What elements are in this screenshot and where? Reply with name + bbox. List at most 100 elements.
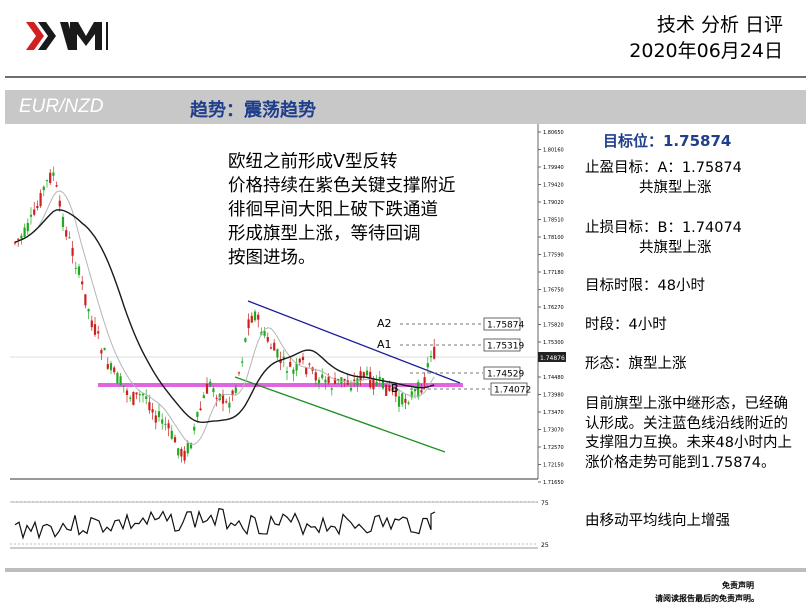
price-tick: 1.79940: [543, 165, 564, 171]
candle-body: [68, 237, 71, 239]
candle-body: [337, 378, 340, 381]
candle-body: [385, 384, 388, 396]
disclaimer-text: 请阅读报告最后的免责声明。: [655, 594, 759, 603]
candle-body: [61, 216, 65, 227]
price-tick: 1.71650: [543, 480, 564, 486]
candle-body: [410, 391, 413, 398]
annotation-line: 徘徊早间大阳上破下跌通道: [228, 200, 438, 220]
candle-body: [196, 412, 199, 417]
candle-body: [183, 450, 186, 461]
candle-body: [170, 430, 173, 439]
moving-average-fast: [14, 190, 435, 445]
candle-body: [253, 311, 257, 321]
price-tick: 1.74480: [543, 375, 564, 381]
price-tick: 1.78510: [543, 218, 564, 224]
candle-body: [93, 324, 97, 335]
candle-body: [295, 363, 298, 371]
price-tick: 1.78100: [543, 235, 564, 241]
candle-body: [141, 393, 145, 396]
candle-body: [273, 342, 276, 351]
analysis-paragraph: 目前旗型上涨中继形态，已经确认形成。关注蓝色线沿线附近的支撑阻力互换。未来48小…: [585, 396, 792, 471]
candle-body: [129, 397, 132, 399]
annotation-line: 欧纽之前形成V型反转: [228, 152, 398, 172]
osc-tick-25: 25: [541, 542, 549, 549]
title-banner: EUR/NZD 趋势：震荡趋势: [5, 90, 806, 124]
candle-body: [164, 423, 167, 425]
header-divider: [5, 76, 806, 78]
candle-body: [317, 379, 321, 384]
candle-body: [241, 361, 244, 363]
price-tick: 1.73980: [543, 393, 564, 399]
candle-body: [212, 388, 215, 393]
candle-body: [292, 369, 295, 374]
candle-body: [81, 281, 84, 285]
candle-body: [426, 363, 429, 368]
disclaimer-title: 免责声明: [722, 581, 754, 590]
candle-body: [17, 238, 20, 240]
chart-period: 时段：4小时: [585, 317, 667, 333]
candle-body: [103, 348, 106, 351]
candle-body: [250, 315, 253, 323]
candle-body: [257, 314, 260, 320]
price-tick: 1.76750: [543, 288, 564, 294]
candle-body: [417, 382, 420, 398]
footer-divider: [5, 568, 806, 572]
candle-body: [167, 423, 170, 429]
candle-body: [372, 378, 375, 390]
moving-average-note: 由移动平均线向上增强: [585, 513, 730, 529]
candle-body: [119, 376, 122, 385]
candle-body: [29, 214, 33, 217]
candle-body: [65, 230, 68, 237]
candle-body: [263, 330, 266, 336]
candle-body: [145, 396, 148, 399]
oscillator-line: [14, 507, 436, 540]
candle-body: [231, 390, 234, 396]
candle-body: [228, 402, 231, 408]
candle-body: [90, 320, 93, 328]
candle-body: [177, 448, 180, 456]
level-label-b: B: [391, 382, 399, 395]
candle-body: [138, 394, 141, 396]
candle-body: [285, 371, 289, 373]
xm-logo: [20, 16, 116, 62]
candle-body: [359, 371, 362, 382]
chart-pattern: 形态：旗型上涨: [585, 356, 687, 372]
candle-body: [234, 387, 237, 393]
candle-body: [132, 392, 135, 405]
candle-body: [189, 443, 193, 449]
candle-body: [135, 392, 138, 395]
price-chart: 1.80650 1.80160 1.79940 1.79420 1.79020 1.785…: [5, 124, 567, 570]
candle-body: [333, 378, 337, 384]
candle-body: [276, 349, 279, 358]
take-profit: 止盈目标：A：1.75874: [585, 160, 742, 176]
candle-body: [36, 205, 39, 209]
price-tick: 1.80160: [543, 148, 564, 154]
chart-annotation: 欧纽之前形成V型反转 价格持续在紫色关键支撑附近 徘徊早间大阳上破下跌通道 形成…: [228, 150, 456, 270]
candle-body: [45, 180, 49, 182]
candle-body: [106, 364, 109, 369]
candle-body: [125, 390, 129, 396]
candle-body: [74, 267, 77, 269]
candle-body: [49, 172, 52, 184]
current-price-tag: 1.74876: [540, 355, 565, 362]
candle-body: [20, 235, 23, 239]
price-tick: 1.75300: [543, 340, 564, 346]
candle-body: [215, 397, 218, 399]
candle-body: [77, 266, 81, 275]
candle-body: [173, 437, 177, 443]
candle-body: [420, 390, 423, 393]
price-tick: 1.72150: [543, 463, 564, 469]
candle-body: [381, 378, 385, 389]
candle-body: [87, 309, 90, 312]
target-price: 目标位：1.75874: [603, 132, 732, 150]
candle-body: [397, 396, 401, 407]
candle-body: [305, 367, 308, 375]
candle-body: [55, 185, 58, 187]
candle-body: [429, 355, 433, 358]
level-label-a1: A1: [377, 338, 392, 351]
candle-body: [13, 242, 17, 244]
candle-body: [391, 387, 394, 392]
price-tick: 1.77180: [543, 270, 564, 276]
candle-body: [404, 398, 407, 403]
price-tick: 1.79020: [543, 200, 564, 206]
